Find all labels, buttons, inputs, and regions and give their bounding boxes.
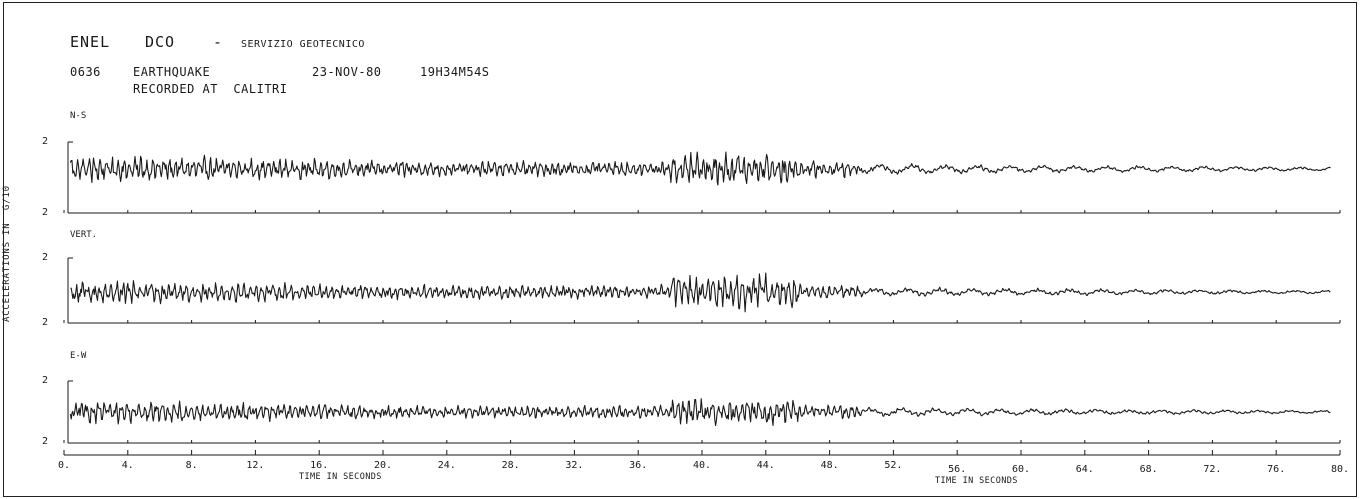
- header-dash: -: [213, 33, 224, 51]
- trace-n-s: [69, 151, 1331, 186]
- amp-top-ew: 2: [42, 375, 49, 386]
- amp-top-vert: 2: [42, 252, 49, 263]
- x-tick-label: 28.: [501, 460, 520, 471]
- amp-bottom-vert: 2: [42, 317, 49, 328]
- header-service: SERVIZIO GEOTECNICO: [241, 39, 365, 50]
- header-event-type: EARTHQUAKE: [133, 65, 211, 79]
- amp-bottom-ew: 2: [42, 436, 49, 447]
- header-recorded-at: RECORDED AT CALITRI: [133, 82, 288, 96]
- x-tick-label: 60.: [1011, 464, 1031, 475]
- x-tick-label: 20.: [373, 460, 393, 471]
- x-tick-label: 80.: [1330, 464, 1350, 475]
- x-tick-label: 12.: [246, 460, 265, 471]
- x-tick-label: 32.: [565, 460, 584, 471]
- x-tick-label: 72.: [1203, 464, 1222, 475]
- x-tick-label: 40.: [692, 460, 712, 471]
- header-agency: ENEL: [70, 33, 111, 51]
- trace-vert: [70, 272, 1331, 313]
- series-label-ns: N-S: [70, 111, 87, 121]
- amp-bottom-ns: 2: [42, 207, 49, 218]
- trace-e-w: [69, 398, 1331, 427]
- x-tick-label: 4.: [121, 460, 134, 471]
- header-dept: DCO: [145, 33, 176, 51]
- series-label-vert: VERT.: [70, 230, 98, 240]
- x-tick-label: 36.: [629, 460, 648, 471]
- x-axis-label-right: TIME IN SECONDS: [935, 476, 1018, 486]
- x-tick-label: 24.: [437, 460, 456, 471]
- x-tick-label: 52.: [884, 460, 903, 471]
- x-tick-label: 56.: [948, 464, 967, 475]
- x-axis-label-left: TIME IN SECONDS: [299, 472, 382, 482]
- header-event-id: 0636: [70, 65, 101, 79]
- series-label-ew: E-W: [70, 351, 87, 361]
- x-tick-label: 8.: [185, 460, 198, 471]
- x-tick-label: 64.: [1075, 464, 1094, 475]
- amp-top-ns: 2: [42, 136, 49, 147]
- x-tick-label: 44.: [756, 460, 775, 471]
- x-tick-label: 16.: [310, 460, 329, 471]
- header-time: 19H34M54S: [420, 65, 490, 79]
- x-tick-label: 48.: [820, 460, 839, 471]
- x-tick-label: 68.: [1139, 464, 1158, 475]
- x-tick-label: 0.: [57, 460, 71, 471]
- header-date: 23-NOV-80: [312, 65, 382, 79]
- x-tick-label: 76.: [1267, 464, 1286, 475]
- plot-frame: [3, 2, 1357, 497]
